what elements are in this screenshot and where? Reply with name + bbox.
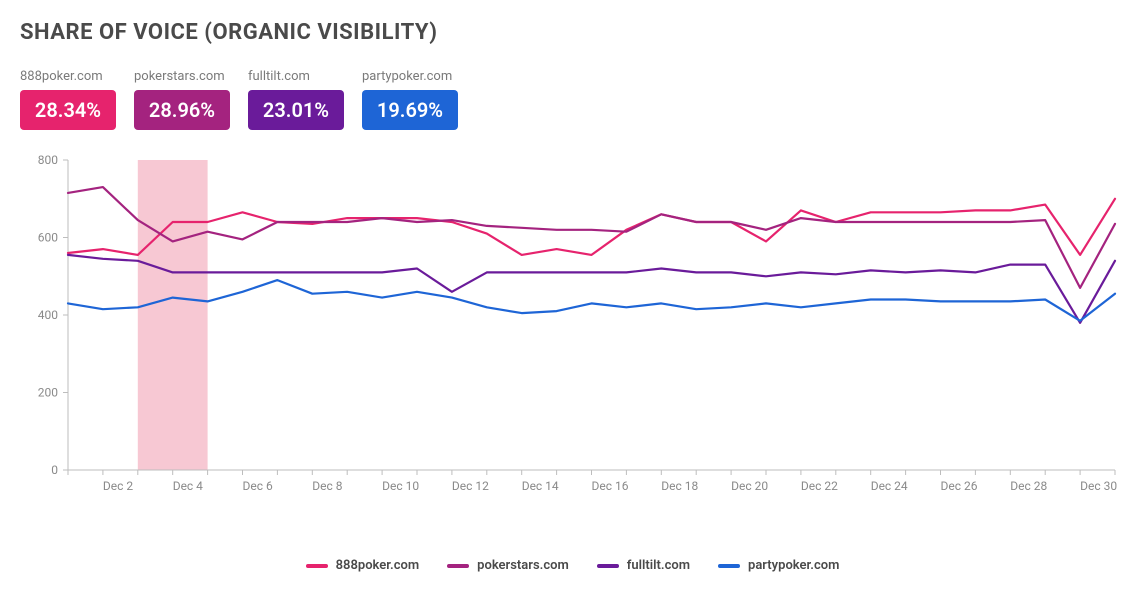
badge-label: partypoker.com <box>362 69 458 84</box>
svg-text:Dec 16: Dec 16 <box>592 479 629 493</box>
badge-pokerstars: pokerstars.com 28.96% <box>134 69 230 130</box>
svg-text:Dec 8: Dec 8 <box>312 479 342 493</box>
svg-text:Dec 20: Dec 20 <box>731 479 768 493</box>
svg-text:Dec 22: Dec 22 <box>801 479 838 493</box>
badge-partypoker: partypoker.com 19.69% <box>362 69 458 130</box>
svg-text:Dec 28: Dec 28 <box>1010 479 1047 493</box>
legend-label: partypoker.com <box>748 558 839 573</box>
legend-swatch <box>447 564 469 568</box>
svg-text:400: 400 <box>38 308 58 322</box>
badge-888poker: 888poker.com 28.34% <box>20 69 116 130</box>
badge-row: 888poker.com 28.34% pokerstars.com 28.96… <box>20 69 1125 130</box>
legend-swatch <box>597 564 619 568</box>
page-title: SHARE OF VOICE (ORGANIC VISIBILITY) <box>20 20 1125 45</box>
legend-swatch <box>718 564 740 568</box>
svg-text:Dec 30: Dec 30 <box>1080 479 1117 493</box>
svg-text:Dec 2: Dec 2 <box>103 479 133 493</box>
chart-legend: 888poker.com pokerstars.com fulltilt.com… <box>20 558 1125 573</box>
svg-text:Dec 10: Dec 10 <box>382 479 419 493</box>
svg-text:Dec 6: Dec 6 <box>243 479 273 493</box>
svg-text:Dec 12: Dec 12 <box>452 479 489 493</box>
badge-label: 888poker.com <box>20 69 116 84</box>
legend-label: 888poker.com <box>336 558 420 573</box>
svg-text:Dec 24: Dec 24 <box>871 479 908 493</box>
svg-text:800: 800 <box>38 153 58 167</box>
legend-swatch <box>306 564 328 568</box>
legend-item-partypoker: partypoker.com <box>718 558 839 573</box>
badge-fulltilt: fulltilt.com 23.01% <box>248 69 344 130</box>
legend-label: fulltilt.com <box>627 558 690 573</box>
line-chart-svg: 0 200 400 600 800 Dec 2 Dec 4 Dec 6 Dec 8 Dec 10 D… <box>20 150 1125 520</box>
share-of-voice-chart: 0 200 400 600 800 Dec 2 Dec 4 Dec 6 Dec 8 Dec 10 D… <box>20 150 1125 550</box>
legend-item-888poker: 888poker.com <box>306 558 420 573</box>
legend-item-fulltilt: fulltilt.com <box>597 558 690 573</box>
svg-text:Dec 26: Dec 26 <box>941 479 978 493</box>
svg-text:600: 600 <box>38 231 58 245</box>
svg-text:200: 200 <box>38 386 58 400</box>
svg-text:Dec 4: Dec 4 <box>173 479 203 493</box>
svg-text:Dec 18: Dec 18 <box>661 479 698 493</box>
svg-text:Dec 14: Dec 14 <box>522 479 559 493</box>
legend-label: pokerstars.com <box>477 558 569 573</box>
badge-value: 23.01% <box>248 90 344 130</box>
badge-label: pokerstars.com <box>134 69 230 84</box>
badge-value: 19.69% <box>362 90 458 130</box>
svg-text:0: 0 <box>51 463 58 477</box>
legend-item-pokerstars: pokerstars.com <box>447 558 569 573</box>
badge-value: 28.96% <box>134 90 230 130</box>
badge-label: fulltilt.com <box>248 69 344 84</box>
badge-value: 28.34% <box>20 90 116 130</box>
